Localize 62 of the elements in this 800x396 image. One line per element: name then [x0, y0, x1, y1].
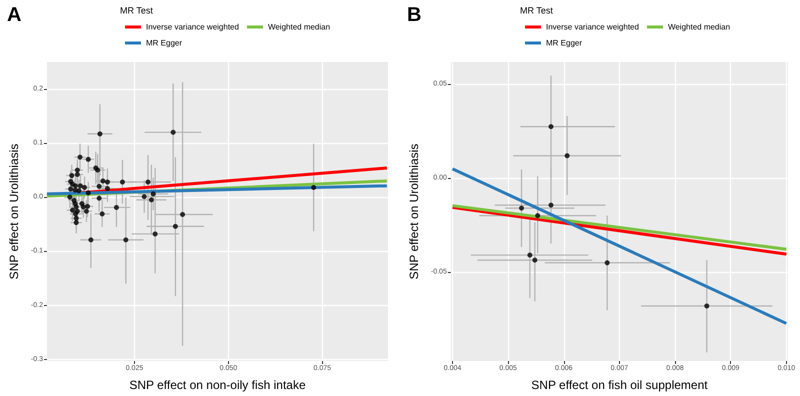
point	[535, 213, 540, 218]
point	[548, 124, 554, 130]
point	[532, 258, 538, 263]
legend-label: Weighted median	[268, 22, 330, 32]
point	[76, 188, 82, 194]
point	[86, 156, 91, 162]
point	[519, 206, 524, 211]
point	[146, 180, 150, 185]
point	[73, 183, 78, 188]
point	[100, 211, 105, 216]
point	[86, 190, 91, 196]
x-axis-title: SNP effect on fish oil supplement	[531, 378, 708, 392]
x-axis-title: SNP effect on non-oily fish intake	[129, 378, 306, 392]
point	[564, 153, 570, 158]
point	[95, 168, 100, 173]
legend-label: Weighted median	[668, 22, 730, 32]
point	[120, 180, 125, 185]
chart-title: B	[407, 4, 422, 26]
point	[150, 191, 156, 196]
point	[548, 202, 554, 208]
point	[84, 208, 89, 214]
legend-label: Inverse variance weighted	[146, 22, 239, 32]
point	[74, 168, 80, 173]
point	[74, 220, 79, 226]
point	[97, 131, 102, 136]
point	[82, 184, 88, 190]
point	[73, 211, 78, 216]
point	[180, 212, 186, 217]
point	[74, 204, 79, 210]
point	[78, 154, 83, 160]
point	[704, 303, 710, 308]
point	[78, 183, 83, 188]
point	[70, 208, 75, 213]
y-axis-title: SNP effect on Urolithiasis	[7, 144, 21, 280]
point	[85, 204, 90, 209]
point	[100, 178, 106, 184]
point	[74, 172, 80, 177]
point	[68, 186, 74, 192]
legend-label: Inverse variance weighted	[546, 22, 639, 32]
point	[96, 196, 102, 201]
point	[104, 186, 110, 192]
point	[114, 204, 119, 210]
legend-title: MR Test	[120, 6, 154, 16]
y-axis-title: SNP effect on Urolithiasis	[407, 144, 421, 280]
chart-title: A	[7, 4, 22, 26]
point	[527, 252, 532, 258]
point	[104, 180, 110, 185]
point	[67, 194, 72, 200]
legend-label: MR Egger	[146, 38, 182, 48]
point	[123, 237, 128, 242]
legend-label: MR Egger	[546, 38, 582, 48]
point	[604, 260, 610, 266]
point	[311, 184, 316, 190]
point	[96, 184, 102, 189]
point	[148, 197, 154, 202]
point	[152, 231, 158, 236]
point	[69, 173, 74, 178]
point	[170, 130, 176, 135]
point	[172, 224, 178, 229]
point	[142, 194, 147, 200]
point	[88, 237, 94, 242]
legend-title: MR Test	[520, 6, 554, 16]
